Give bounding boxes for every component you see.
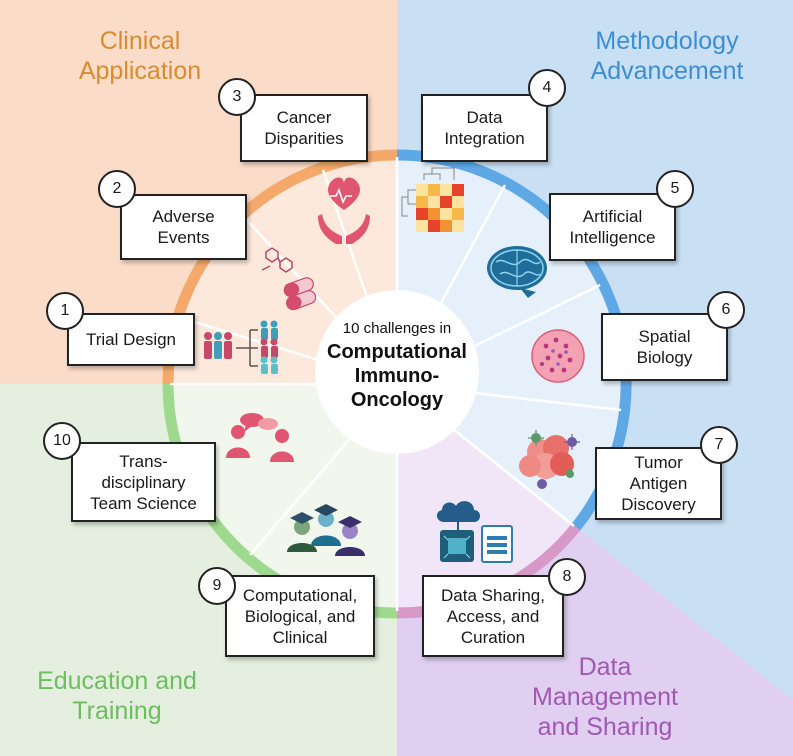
- challenge-box-team-science: Trans- disciplinary Team Science: [71, 442, 216, 522]
- center-subtitle: 10 challenges in: [342, 320, 452, 337]
- challenge-box-spatial-biology: Spatial Biology: [601, 313, 728, 381]
- challenge-number-3: 3: [218, 78, 256, 116]
- challenge-number-9: 9: [198, 567, 236, 605]
- challenge-box-tumor-antigen-discovery: Tumor Antigen Discovery: [595, 447, 722, 520]
- education-training-title: Education and Training: [37, 667, 197, 725]
- center-circle: [315, 290, 479, 454]
- challenge-number-8: 8: [548, 558, 586, 596]
- clinical-application-title: Clinical Application: [78, 27, 202, 85]
- cloud-database-icon: [436, 501, 513, 563]
- challenge-box-cancer-disparities: Cancer Disparities: [240, 94, 368, 162]
- challenge-box-data-integration: Data Integration: [421, 94, 548, 162]
- tissue-cell-icon: [531, 329, 585, 383]
- brain-icon: [487, 246, 547, 298]
- data-management-title: Data Management and Sharing: [532, 653, 678, 741]
- graduates-icon: [287, 504, 365, 556]
- tumor-cells-icon: [519, 430, 580, 489]
- heart-in-hands-icon: [318, 177, 370, 244]
- team-discussion-icon: [226, 413, 294, 462]
- center-label: 10 challenges in Computational Immuno- O…: [317, 318, 477, 412]
- clinical-trial-people-icon: [204, 320, 278, 374]
- drug-pills-icon: [261, 247, 317, 311]
- center-title: Computational Immuno- Oncology: [327, 341, 467, 411]
- challenge-box-artificial-intelligence: Artificial Intelligence: [549, 193, 676, 261]
- challenge-number-1: 1: [46, 292, 84, 330]
- challenge-box-computational-biological-clinical: Computational, Biological, and Clinical: [225, 575, 375, 657]
- heatmap-dendrogram-icon: [401, 167, 464, 232]
- challenge-number-5: 5: [656, 170, 694, 208]
- challenge-box-data-sharing: Data Sharing, Access, and Curation: [422, 575, 564, 657]
- methodology-advancement-title: Methodology Advancement: [590, 27, 744, 85]
- challenge-number-4: 4: [528, 69, 566, 107]
- challenge-number-7: 7: [700, 426, 738, 464]
- challenge-number-6: 6: [707, 291, 745, 329]
- challenge-box-trial-design: Trial Design: [67, 313, 195, 366]
- challenge-number-2: 2: [98, 170, 136, 208]
- challenge-number-10: 10: [43, 422, 81, 460]
- challenge-box-adverse-events: Adverse Events: [120, 194, 247, 260]
